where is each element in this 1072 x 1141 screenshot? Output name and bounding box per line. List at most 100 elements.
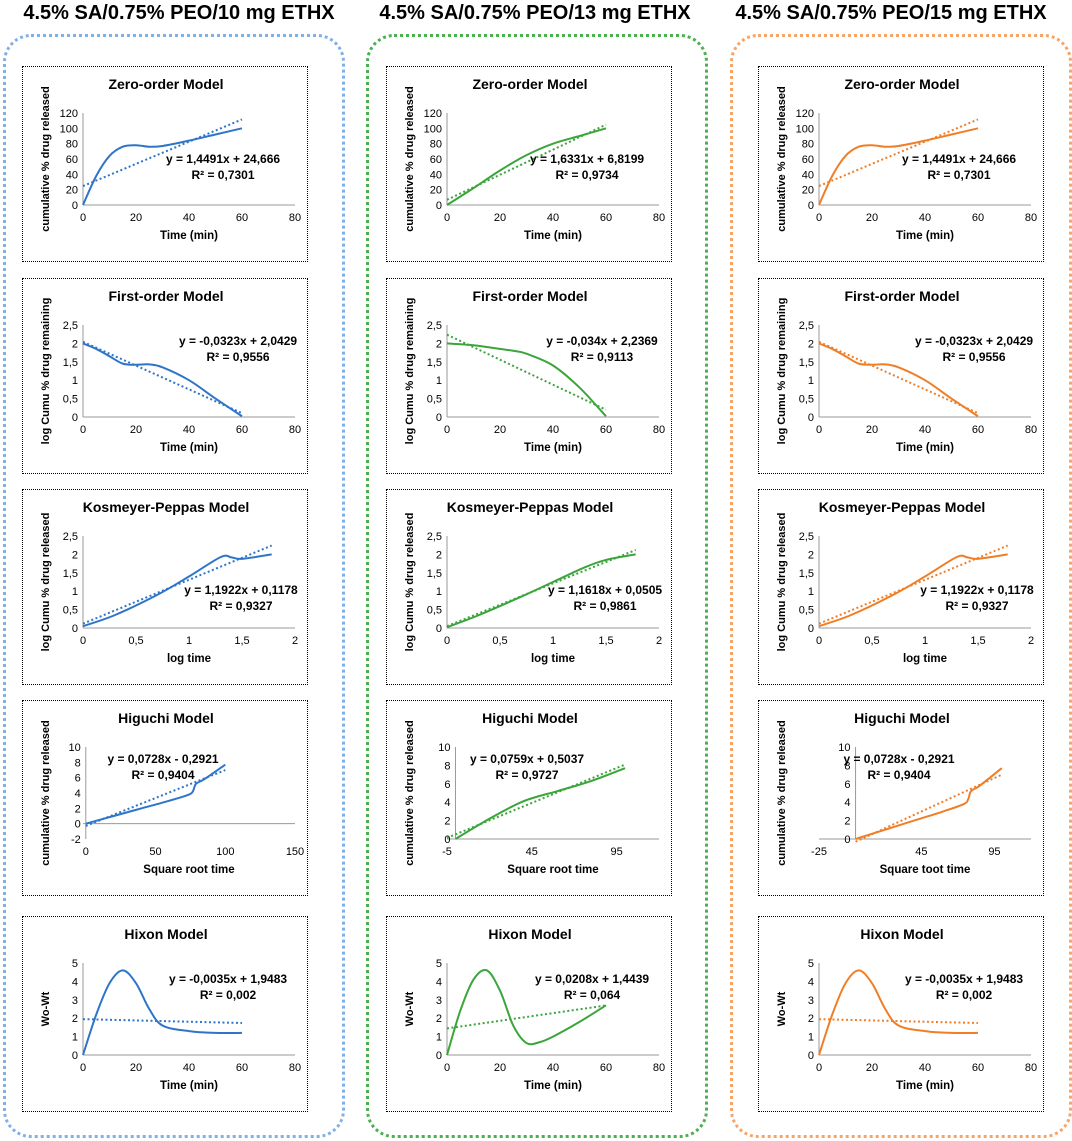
y-tick-label: 8 [444,760,450,772]
x-tick-label: 0 [444,212,450,224]
data-series-line [855,767,1003,840]
column-group-2 [366,34,708,1138]
chart-kosmeyer-peppas-model-col3: Kosmeyer-Peppas Model 0 0,5 1 1,5 2 2,5 0 0,5 1 1,… [758,489,1044,685]
x-tick-label: 80 [653,1062,665,1074]
chart-zero-order-model-col3: Zero-order Model 0 20 40 60 80 100 120 0 20 40 60 80… [758,66,1044,262]
y-tick-label: 3 [72,995,78,1007]
y-axis-title: Wo-Wt [40,991,52,1026]
x-tick-label: 0 [444,424,450,436]
x-tick-label: 40 [547,424,559,436]
y-axis-title: cumulative % drug released [404,86,416,232]
x-tick-label: 50 [149,846,161,858]
y-tick-label: 60 [430,154,442,166]
r-squared-label: R² = 0,9556 [206,350,269,364]
x-tick-label: 80 [1025,1062,1037,1074]
y-tick-label: 0 [444,834,450,846]
y-tick-label: 4 [844,797,850,809]
y-tick-label: 2,5 [427,320,442,332]
y-tick-label: 0 [436,1050,442,1062]
y-tick-label: 1 [436,586,442,598]
x-axis-title: Time (min) [524,1080,582,1092]
x-tick-label: 60 [972,212,984,224]
chart-hixon-model-col3: Hixon Model 0 1 2 3 4 5 0 20 40 60 80 Time (min) Wo-W… [758,916,1044,1112]
x-tick-label: 40 [919,424,931,436]
r-squared-label: R² = 0,002 [936,988,993,1002]
trendline [446,1004,607,1030]
y-tick-label: 10 [838,742,850,754]
y-tick-label: 60 [802,154,814,166]
trendline-equation: y = 0,0728x - 0,2921 [107,752,218,766]
x-tick-label: 20 [866,424,878,436]
chart-svg: Higuchi Model 0 2 4 6 8 10 -5 45 95 Square root ti… [404,710,659,876]
x-tick-label: 20 [494,212,506,224]
chart-title: Higuchi Model [118,710,214,726]
y-axis-title: cumulative % drug released [40,720,52,866]
y-tick-label: 80 [66,139,78,151]
data-series-line [818,553,1008,628]
y-tick-label: 120 [60,108,78,120]
y-tick-label: 40 [802,169,814,181]
y-tick-label: 20 [430,185,442,197]
x-tick-label: 95 [610,846,622,858]
y-tick-label: 120 [796,108,814,120]
data-series-line [82,553,272,628]
x-tick-label: 20 [130,1062,142,1074]
x-tick-label: 1 [922,635,928,647]
x-tick-label: 0 [80,424,86,436]
x-tick-label: 0 [444,635,450,647]
trendline-equation: y = -0,0035x + 1,9483 [169,972,287,986]
data-series-line [82,127,243,206]
y-tick-label: 80 [430,139,442,151]
chart-svg: Zero-order Model 0 20 40 60 80 100 120 0 20 40 60 80… [776,76,1037,242]
y-tick-label: 3 [808,995,814,1007]
trendline-equation: y = 0,0728x - 0,2921 [843,752,954,766]
chart-hixon-model-col2: Hixon Model 0 1 2 3 4 5 0 20 40 60 80 Time (min) Wo-W… [386,916,672,1112]
r-squared-label: R² = 0,9861 [573,599,636,613]
x-tick-label: 40 [547,212,559,224]
x-tick-label: 1,5 [598,635,613,647]
y-tick-label: 2 [75,803,81,815]
y-tick-label: 0,5 [63,605,78,617]
y-tick-label: 2 [444,816,450,828]
data-series-line [446,127,607,206]
x-tick-label: 0 [83,846,89,858]
x-tick-label: 80 [653,212,665,224]
r-squared-label: R² = 0,9727 [495,768,558,782]
chart-title: Zero-order Model [472,76,587,92]
x-axis-title: Square root time [143,864,234,876]
y-tick-label: 0,5 [799,605,814,617]
x-tick-label: 100 [216,846,234,858]
trendline-equation: y = 1,4491x + 24,666 [166,152,280,166]
x-tick-label: 80 [289,424,301,436]
x-axis-title: Time (min) [160,442,218,454]
chart-title: Zero-order Model [844,76,959,92]
x-tick-label: 0 [80,635,86,647]
chart-svg: First-order Model 0 0,5 1 1,5 2 2,5 0 20 40 60 80 Ti… [404,288,665,454]
trendline [82,118,243,188]
y-tick-label: 1 [808,1032,814,1044]
y-tick-label: 60 [66,154,78,166]
chart-title: Kosmeyer-Peppas Model [447,499,614,515]
y-axis-title: cumulative % drug released [404,720,416,866]
x-axis-title: log time [903,653,947,665]
y-tick-label: 5 [808,958,814,970]
x-tick-label: 0,5 [492,635,507,647]
chart-title: First-order Model [472,288,587,304]
y-tick-label: 2,5 [427,531,442,543]
x-tick-label: 45 [915,846,927,858]
r-squared-label: R² = 0,9404 [131,768,194,782]
chart-title: First-order Model [844,288,959,304]
y-tick-label: 8 [844,760,850,772]
trendline-equation: y = -0,0035x + 1,9483 [905,972,1023,986]
x-tick-label: 60 [972,1062,984,1074]
y-tick-label: 0,5 [427,605,442,617]
y-tick-label: 120 [424,108,442,120]
y-tick-label: 5 [72,958,78,970]
y-tick-label: 100 [424,123,442,135]
x-tick-label: 0 [80,1062,86,1074]
x-tick-label: 60 [600,1062,612,1074]
x-tick-label: 40 [547,1062,559,1074]
x-axis-title: Time (min) [160,230,218,242]
x-tick-label: 1 [550,635,556,647]
chart-kosmeyer-peppas-model-col2: Kosmeyer-Peppas Model 0 0,5 1 1,5 2 2,5 0 0,5 1 1,… [386,489,672,685]
